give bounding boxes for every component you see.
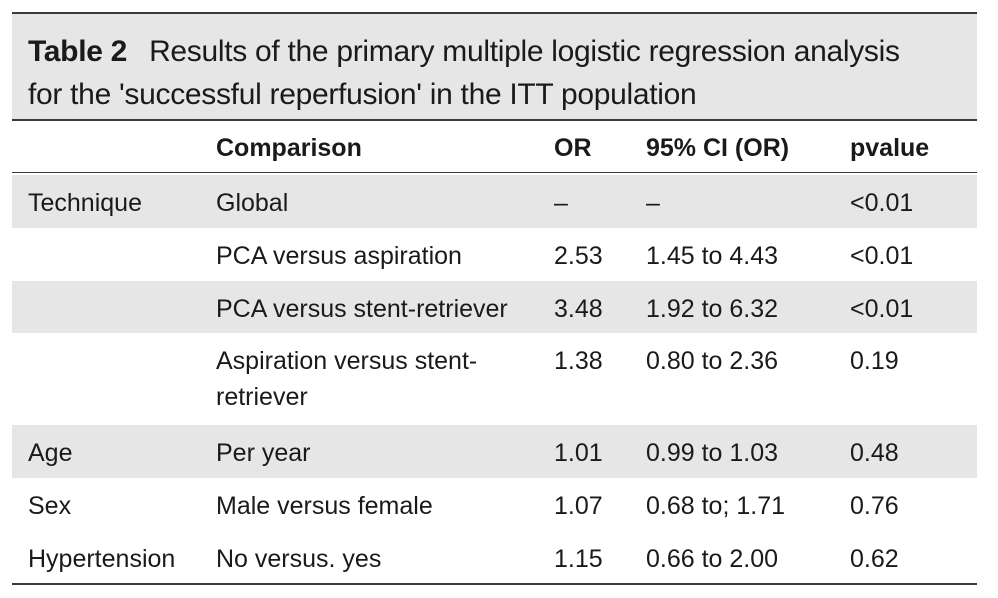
cell-ci: 0.99 to 1.03 — [646, 439, 779, 467]
cell-comparison: Per year — [216, 439, 311, 467]
table-header-row: Comparison OR 95% CI (OR) pvalue — [12, 121, 977, 172]
cell-ci: 1.45 to 4.43 — [646, 242, 779, 270]
cell-pvalue: <0.01 — [850, 242, 914, 270]
header-pvalue: pvalue — [850, 134, 930, 162]
cell-or: 1.07 — [554, 492, 603, 520]
top-rule — [12, 119, 977, 121]
bottom-rule — [12, 583, 977, 585]
cell-pvalue: 0.48 — [850, 439, 899, 467]
header-or: OR — [554, 134, 592, 162]
header-rule — [12, 172, 977, 173]
cell-pvalue: <0.01 — [850, 189, 914, 217]
caption-title-part-2: for the 'successful reperfusion' in the … — [28, 78, 697, 111]
table-row: PCA versus aspiration 2.53 1.45 to 4.43 … — [12, 228, 977, 281]
cell-ci: – — [646, 189, 660, 217]
header-comparison: Comparison — [216, 134, 362, 162]
cell-pvalue: 0.76 — [850, 492, 899, 520]
table-caption: Table 2 Results of the primary multiple l… — [12, 12, 977, 119]
cell-or: 3.48 — [554, 295, 603, 323]
table-label: Table 2 — [28, 35, 128, 68]
cell-variable: Age — [28, 439, 73, 467]
cell-or: 2.53 — [554, 242, 603, 270]
table-row: Aspiration versus stent-retriever 1.38 0… — [12, 333, 977, 425]
cell-comparison: Aspiration versus stent-retriever — [216, 347, 478, 411]
cell-comparison: PCA versus aspiration — [216, 242, 462, 270]
cell-pvalue: 0.62 — [850, 545, 899, 573]
cell-variable: Hypertension — [28, 545, 176, 573]
table-row: Sex Male versus female 1.07 0.68 to; 1.7… — [12, 478, 977, 531]
cell-pvalue: 0.19 — [850, 347, 899, 375]
table-row: Technique Global – – <0.01 — [12, 175, 977, 228]
table-row: Hypertension No versus. yes 1.15 0.66 to… — [12, 531, 977, 583]
caption-line-1: Table 2 Results of the primary multiple l… — [28, 30, 977, 73]
cell-comparison: PCA versus stent-retriever — [216, 295, 508, 323]
cell-ci: 0.80 to 2.36 — [646, 347, 779, 375]
caption-title-part-1: Results of the primary multiple logistic… — [149, 35, 900, 68]
header-ci: 95% CI (OR) — [646, 134, 790, 162]
cell-comparison: Global — [216, 189, 289, 217]
table-row: Age Per year 1.01 0.99 to 1.03 0.48 — [12, 425, 977, 478]
cell-ci: 0.68 to; 1.71 — [646, 492, 786, 520]
cell-pvalue: <0.01 — [850, 295, 914, 323]
cell-or: 1.01 — [554, 439, 603, 467]
cell-or: 1.38 — [554, 347, 603, 375]
cell-variable: Sex — [28, 492, 72, 520]
cell-or: 1.15 — [554, 545, 603, 573]
cell-or: – — [554, 189, 568, 217]
cell-variable: Technique — [28, 189, 142, 217]
cell-ci: 1.92 to 6.32 — [646, 295, 779, 323]
cell-comparison: Male versus female — [216, 492, 433, 520]
cell-comparison: No versus. yes — [216, 545, 382, 573]
table-row: PCA versus stent-retriever 3.48 1.92 to … — [12, 281, 977, 333]
cell-ci: 0.66 to 2.00 — [646, 545, 779, 573]
